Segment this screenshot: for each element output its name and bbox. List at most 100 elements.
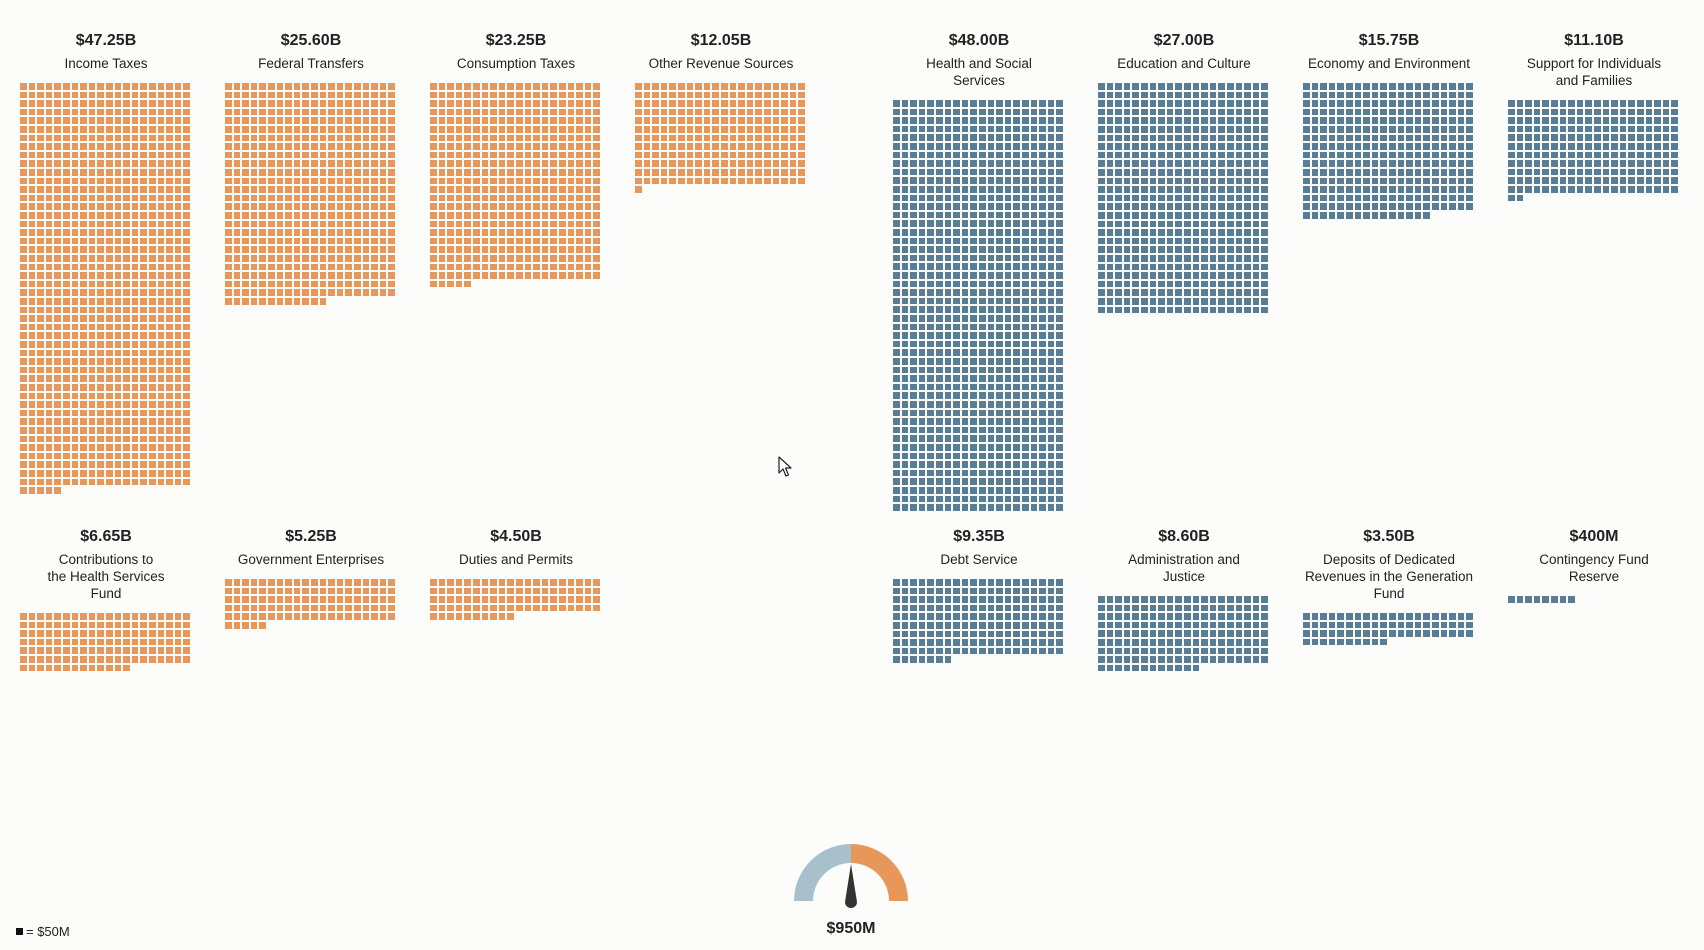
waffle-square xyxy=(516,134,523,142)
waffle-square xyxy=(987,579,995,586)
waffle-square xyxy=(498,237,506,245)
waffle-square xyxy=(345,108,352,116)
waffle-square xyxy=(1671,134,1678,141)
waffle-square xyxy=(80,444,87,451)
waffle-square xyxy=(1030,435,1038,442)
category-consumption-taxes[interactable]: $23.25B Consumption Taxes xyxy=(430,0,602,288)
waffle-square xyxy=(438,134,446,142)
waffle-square xyxy=(293,160,301,167)
category-support-for-individuals-and-families[interactable]: $11.10B Support for Individuals and Famil… xyxy=(1508,0,1680,202)
waffle-square xyxy=(63,177,70,185)
waffle-square xyxy=(438,613,446,620)
waffle-square xyxy=(149,83,156,90)
waffle-square xyxy=(1047,383,1055,391)
waffle-square xyxy=(652,117,659,124)
waffle-square xyxy=(910,579,917,586)
category-government-enterprises[interactable]: $5.25B Government Enterprises xyxy=(225,496,397,629)
waffle-square xyxy=(1244,126,1251,133)
waffle-square xyxy=(362,151,370,159)
waffle-square xyxy=(233,169,241,176)
waffle-square xyxy=(1244,117,1251,124)
category-label: Duties and Permits xyxy=(458,552,574,567)
waffle-square xyxy=(1227,237,1234,245)
waffle-square xyxy=(1346,126,1353,133)
waffle-square xyxy=(1311,100,1319,107)
waffle-square xyxy=(481,255,489,262)
waffle-square xyxy=(1337,194,1344,202)
waffle-square xyxy=(149,186,156,193)
waffle-square xyxy=(293,151,301,159)
waffle-square xyxy=(798,83,805,90)
waffle-square xyxy=(438,596,446,603)
category-income-taxes[interactable]: $47.25B Income Taxes xyxy=(20,0,192,494)
category-duties-and-permits[interactable]: $4.50B Duties and Permits xyxy=(430,496,602,620)
waffle-square xyxy=(944,639,952,646)
waffle-square xyxy=(1252,272,1260,279)
waffle-square xyxy=(1004,263,1012,270)
waffle-square xyxy=(1449,143,1456,150)
waffle-square xyxy=(430,613,437,620)
category-education-and-culture[interactable]: $27.00B Education and Culture xyxy=(1098,0,1270,314)
waffle-square xyxy=(45,332,53,339)
waffle-square xyxy=(1380,134,1387,142)
waffle-square xyxy=(149,461,156,468)
waffle-square xyxy=(1132,100,1139,107)
waffle-square xyxy=(1056,229,1063,236)
waffle-square xyxy=(45,621,53,629)
waffle-square xyxy=(893,487,900,494)
waffle-square xyxy=(772,83,780,90)
waffle-square xyxy=(430,177,437,185)
waffle-square xyxy=(567,160,575,167)
waffle-square xyxy=(1149,298,1157,305)
waffle-square xyxy=(1406,613,1413,620)
waffle-square xyxy=(953,596,960,603)
waffle-square xyxy=(927,358,934,365)
category-deposits-of-dedicated-revenues-in-the-generation-fund[interactable]: $3.50B Deposits of Dedicated Revenues in … xyxy=(1303,496,1475,646)
waffle-square xyxy=(455,246,463,253)
waffle-square xyxy=(131,452,139,460)
waffle-square xyxy=(944,504,952,511)
waffle-square xyxy=(1611,117,1618,124)
waffle-square xyxy=(927,289,934,296)
waffle-square xyxy=(20,298,27,305)
waffle-square xyxy=(686,160,694,167)
category-economy-and-environment[interactable]: $15.75B Economy and Environment xyxy=(1303,0,1475,219)
waffle-square xyxy=(1218,289,1225,296)
category-administration-and-justice[interactable]: $8.60B Administration and Justice xyxy=(1098,496,1270,672)
waffle-square xyxy=(576,194,583,202)
waffle-square xyxy=(901,246,909,253)
waffle-square xyxy=(1030,487,1038,494)
waffle-square xyxy=(71,392,79,400)
waffle-square xyxy=(149,143,156,150)
category-health-and-social-services[interactable]: $48.00B Health and Social Services xyxy=(893,0,1065,511)
waffle-square xyxy=(123,341,130,348)
category-contributions-to-the-health-services-fund[interactable]: $6.65B Contributions to the Health Servic… xyxy=(20,496,192,672)
waffle-square xyxy=(1115,169,1122,176)
waffle-square xyxy=(970,613,977,620)
category-debt-service[interactable]: $9.35B Debt Service xyxy=(893,496,1065,663)
waffle-square xyxy=(233,263,241,271)
waffle-square xyxy=(1457,83,1465,90)
waffle-square xyxy=(371,83,378,90)
waffle-square xyxy=(45,470,53,477)
waffle-square xyxy=(652,160,659,167)
waffle-square xyxy=(166,647,173,654)
waffle-square xyxy=(1123,664,1131,672)
waffle-square xyxy=(944,254,952,262)
waffle-square xyxy=(131,117,139,124)
waffle-square xyxy=(1227,169,1234,176)
waffle-square xyxy=(576,169,583,176)
waffle-square xyxy=(106,366,113,374)
waffle-square xyxy=(242,100,249,107)
waffle-square xyxy=(1303,160,1310,167)
waffle-square xyxy=(953,134,960,141)
waffle-square xyxy=(507,117,514,124)
category-federal-transfers[interactable]: $25.60B Federal Transfers xyxy=(225,0,397,305)
waffle-square xyxy=(1576,143,1584,150)
waffle-square xyxy=(1525,160,1532,167)
waffle-square xyxy=(498,255,506,262)
waffle-square xyxy=(464,263,471,271)
waffle-square xyxy=(703,91,711,99)
waffle-square xyxy=(1328,203,1336,210)
category-other-revenue-sources[interactable]: $12.05B Other Revenue Sources xyxy=(635,0,807,193)
